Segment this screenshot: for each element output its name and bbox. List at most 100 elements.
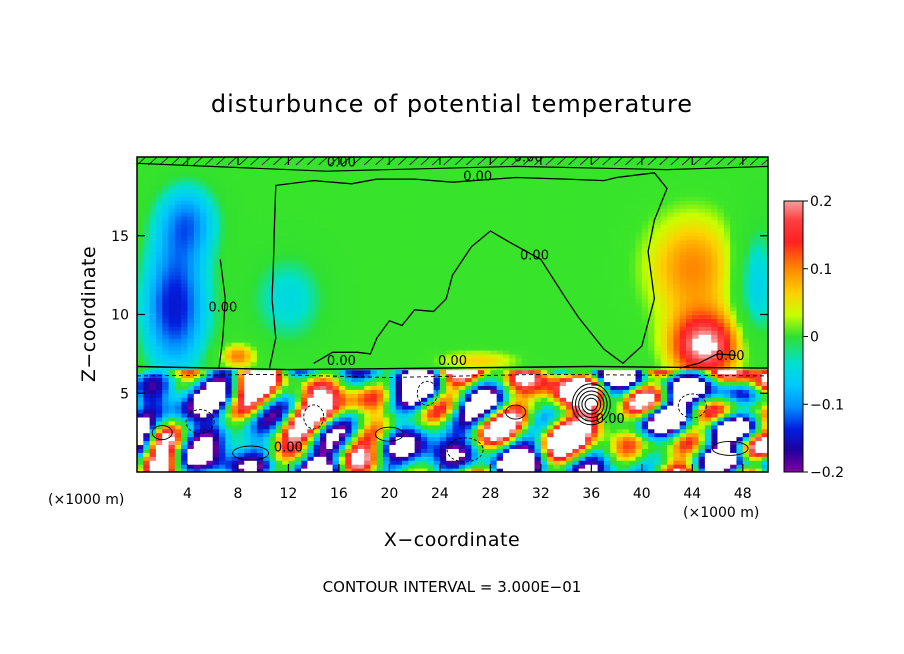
field-cell <box>313 216 321 221</box>
field-cell <box>288 405 296 410</box>
field-cell <box>294 283 302 288</box>
field-cell <box>433 334 441 339</box>
field-cell <box>256 283 264 288</box>
field-cell <box>237 318 245 323</box>
field-cell <box>181 389 189 394</box>
field-cell <box>319 377 327 383</box>
field-cell <box>244 330 252 335</box>
field-cell <box>490 464 498 469</box>
field-cell <box>282 271 290 276</box>
field-cell <box>282 420 290 426</box>
field-cell <box>294 420 302 426</box>
field-cell <box>225 393 233 398</box>
field-cell <box>471 420 479 426</box>
field-cell <box>376 204 384 209</box>
field-cell <box>370 334 378 339</box>
field-cell <box>149 353 157 359</box>
field-cell <box>357 290 365 296</box>
field-cell <box>452 283 460 288</box>
field-cell <box>319 180 327 186</box>
field-cell <box>250 409 258 414</box>
field-cell <box>313 227 321 233</box>
field-cell <box>509 184 517 190</box>
field-cell <box>345 310 353 316</box>
field-cell <box>420 196 428 201</box>
field-cell <box>345 231 353 237</box>
field-cell <box>307 361 315 367</box>
field-cell <box>521 397 529 402</box>
field-cell <box>408 251 416 257</box>
field-cell <box>370 212 378 217</box>
field-cell <box>389 357 397 363</box>
field-cell <box>307 393 315 398</box>
field-cell <box>263 176 271 182</box>
field-cell <box>408 420 416 426</box>
field-cell <box>370 275 378 280</box>
field-cell <box>332 208 340 213</box>
field-cell <box>389 444 397 449</box>
field-cell <box>301 412 308 418</box>
field-cell <box>376 231 384 237</box>
field-cell <box>357 353 365 359</box>
field-cell <box>162 349 170 355</box>
field-cell <box>496 216 504 221</box>
field-cell <box>231 188 239 194</box>
field-cell <box>465 346 473 351</box>
field-cell <box>376 227 384 233</box>
field-cell <box>420 239 428 245</box>
field-cell <box>168 464 176 469</box>
field-cell <box>263 405 271 410</box>
field-cell <box>528 393 536 398</box>
field-cell <box>345 235 353 241</box>
field-cell <box>376 424 384 430</box>
field-cell <box>496 251 504 257</box>
field-cell <box>376 318 384 323</box>
field-cell <box>515 338 523 343</box>
field-cell <box>237 298 245 304</box>
field-cell <box>484 389 491 394</box>
field-cell <box>288 349 296 355</box>
field-cell <box>490 460 498 465</box>
field-cell <box>250 298 258 304</box>
field-cell <box>174 373 182 379</box>
field-cell <box>357 164 365 170</box>
field-cell <box>502 436 510 442</box>
field-cell <box>263 196 271 201</box>
field-cell <box>187 251 195 257</box>
field-cell <box>237 460 245 465</box>
field-cell <box>427 306 435 312</box>
field-cell <box>263 267 271 272</box>
field-cell <box>389 227 397 233</box>
field-cell <box>206 247 214 253</box>
field-cell <box>433 172 441 178</box>
field-cell <box>162 271 170 276</box>
field-cell <box>269 208 277 213</box>
field-cell <box>370 401 378 406</box>
field-cell <box>383 286 390 292</box>
field-cell <box>168 397 176 402</box>
field-cell <box>231 318 239 323</box>
field-cell <box>200 334 208 339</box>
field-cell <box>509 381 517 386</box>
field-cell <box>263 338 271 343</box>
field-cell <box>395 361 403 367</box>
field-cell <box>231 330 239 335</box>
field-cell <box>395 326 403 331</box>
field-cell <box>149 306 157 312</box>
field-cell <box>282 389 290 394</box>
field-cell <box>458 306 466 312</box>
field-cell <box>212 168 220 174</box>
field-cell <box>313 460 321 465</box>
field-cell <box>376 212 384 217</box>
field-cell <box>345 267 353 272</box>
field-cell <box>332 428 340 434</box>
field-cell <box>319 326 327 331</box>
field-cell <box>370 428 378 434</box>
field-cell <box>326 294 334 300</box>
field-cell <box>301 160 308 166</box>
field-cell <box>200 452 208 457</box>
field-cell <box>471 456 479 461</box>
field-cell <box>484 235 491 241</box>
field-cell <box>326 176 334 182</box>
field-cell <box>256 369 264 375</box>
